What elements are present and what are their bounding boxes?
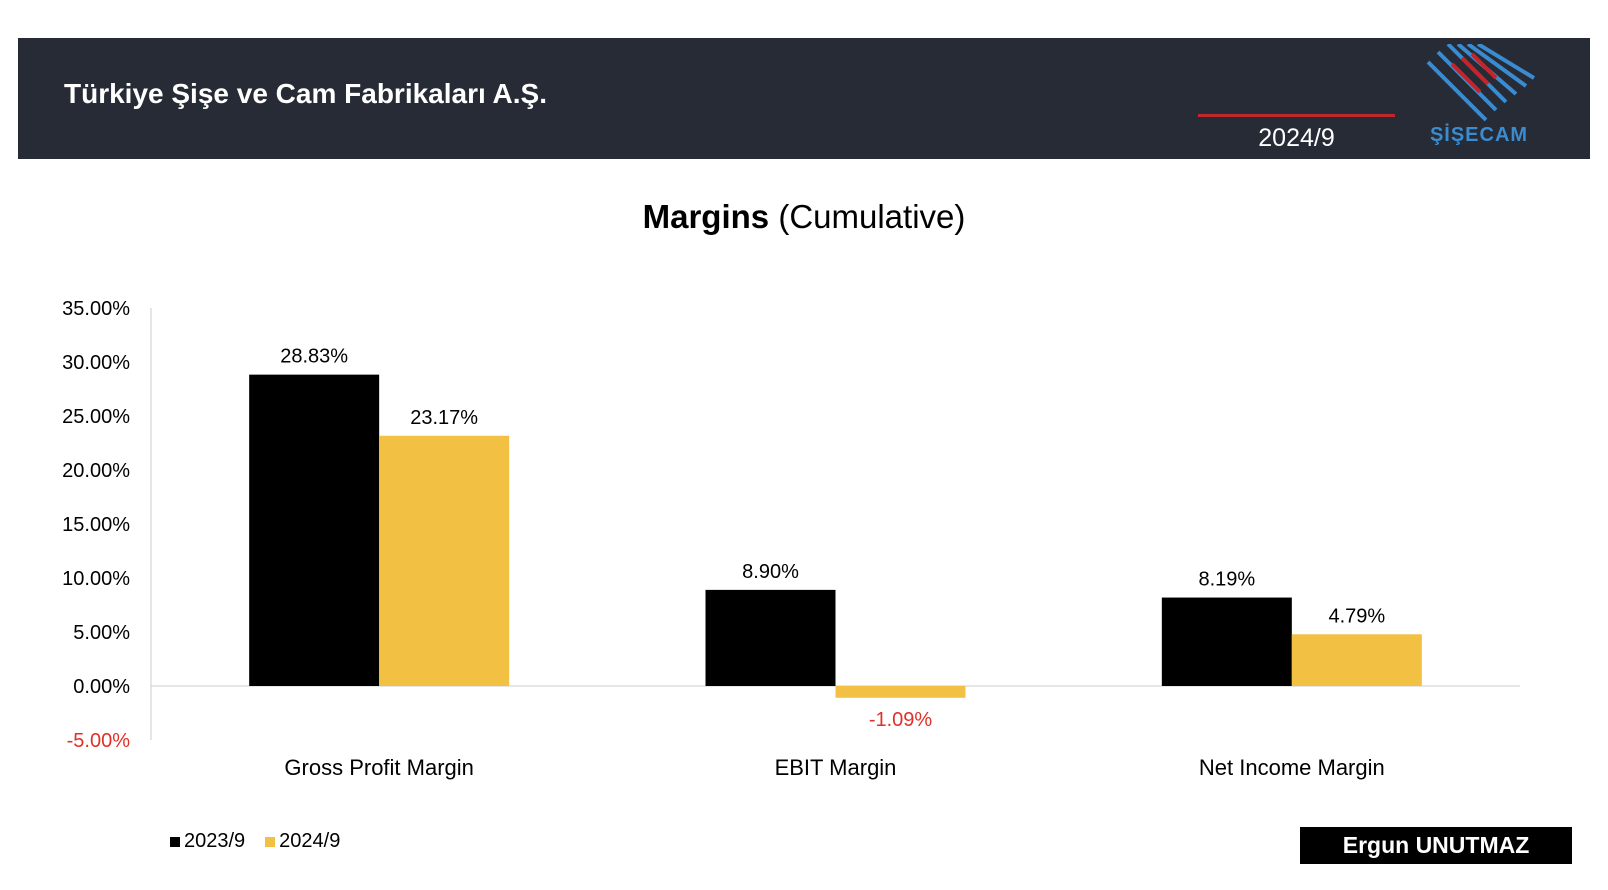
chart-title-sub: (Cumulative)	[778, 198, 966, 235]
bar-chart: 35.00% 30.00% 25.00% 20.00% 15.00% 10.00% 5.00…	[62, 298, 1520, 780]
data-label: -1.09%	[869, 709, 933, 731]
y-tick-label: 25.00%	[62, 406, 130, 428]
bar-2023	[1161, 597, 1292, 686]
data-label: 8.90%	[742, 561, 799, 583]
chart-title: Margins (Cumulative)	[0, 198, 1608, 236]
sisecam-logo-icon	[1426, 44, 1536, 122]
y-tick-label: 15.00%	[62, 514, 130, 536]
y-tick-label: 5.00%	[73, 622, 130, 644]
data-label: 28.83%	[280, 346, 348, 368]
bar-2023	[249, 374, 380, 686]
data-label: 8.19%	[1198, 569, 1255, 591]
bar-2023	[705, 589, 836, 686]
legend-swatch-2023	[170, 836, 180, 847]
y-tick-label: 20.00%	[62, 460, 130, 482]
data-label: 4.79%	[1328, 605, 1385, 627]
bar-2024	[835, 686, 966, 698]
x-category-label: Gross Profit Margin	[284, 755, 474, 780]
y-tick-label: 30.00%	[62, 352, 130, 374]
y-tick-label: 35.00%	[62, 298, 130, 320]
legend-item-2024: 2024/9	[265, 830, 340, 853]
company-name: Türkiye Şişe ve Cam Fabrikaları A.Ş.	[64, 78, 547, 109]
logo-wordmark: ŞİŞECAM	[1429, 124, 1529, 146]
legend-swatch-2024	[265, 836, 276, 847]
y-tick-label: 10.00%	[62, 568, 130, 590]
legend-label-2024: 2024/9	[279, 830, 341, 852]
data-label: 23.17%	[410, 407, 478, 429]
bar-2024	[379, 435, 510, 686]
legend-label-2023: 2023/9	[184, 830, 246, 852]
y-tick-label: 0.00%	[73, 676, 130, 698]
chart-title-bold: Margins	[642, 198, 770, 235]
legend-item-2023: 2023/9	[170, 830, 245, 853]
author-badge: Ergun UNUTMAZ	[1300, 827, 1572, 864]
period-label: 2024/9	[1258, 124, 1335, 152]
chart-legend: 2023/9 2024/9	[170, 830, 340, 853]
x-category-label: EBIT Margin	[775, 755, 897, 780]
header-banner: Türkiye Şişe ve Cam Fabrikaları A.Ş. 202…	[18, 38, 1590, 159]
x-category-label: Net Income Margin	[1199, 755, 1385, 780]
y-tick-label: -5.00%	[67, 730, 131, 752]
bar-2024	[1291, 634, 1422, 686]
period-accent-line	[1198, 114, 1395, 117]
